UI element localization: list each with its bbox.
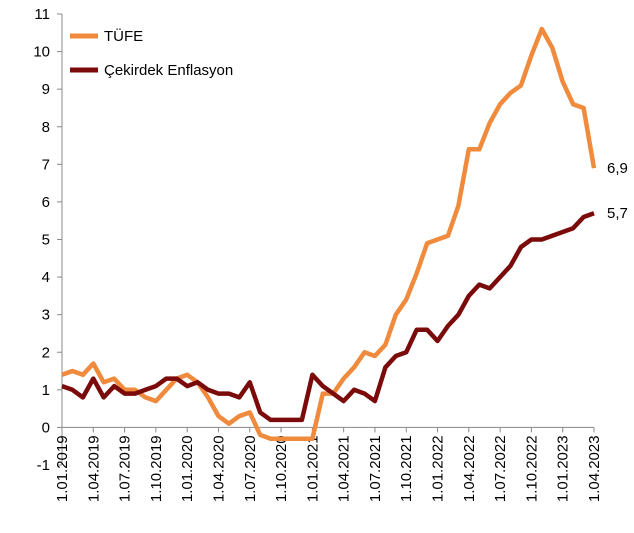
y-tick-label: 4 bbox=[42, 269, 50, 286]
x-tick-label: 1.01.2019 bbox=[54, 435, 71, 502]
x-tick-label: 1.01.2021 bbox=[304, 435, 321, 502]
y-tick-label: 9 bbox=[42, 81, 50, 98]
y-tick-label: 1 bbox=[42, 382, 50, 399]
x-tick-label: 1.10.2020 bbox=[273, 435, 290, 502]
series-line bbox=[61, 26, 597, 441]
data-label: 5,7 bbox=[607, 205, 628, 222]
x-tick-label: 1.07.2022 bbox=[492, 435, 509, 502]
y-tick-label: 3 bbox=[42, 307, 50, 324]
x-tick-label: 1.04.2023 bbox=[586, 435, 603, 502]
x-tick-label: 1.04.2019 bbox=[85, 435, 102, 502]
y-tick-label: 8 bbox=[42, 119, 50, 136]
y-tick-label: 11 bbox=[34, 6, 50, 23]
data-label: 6,9 bbox=[607, 160, 628, 177]
x-tick-label: 1.01.2022 bbox=[430, 435, 447, 502]
legend-label: Çekirdek Enflasyon bbox=[104, 62, 233, 79]
x-tick-label: 1.01.2020 bbox=[179, 435, 196, 502]
y-tick-label: 2 bbox=[42, 344, 50, 361]
x-tick-label: 1.10.2021 bbox=[398, 435, 415, 502]
x-tick-label: 1.10.2019 bbox=[148, 435, 165, 502]
legend-label: TÜFE bbox=[104, 27, 143, 45]
x-tick-label: 1.07.2019 bbox=[117, 435, 134, 502]
y-tick-label: 7 bbox=[42, 156, 50, 173]
y-tick-label: 10 bbox=[33, 44, 50, 61]
x-tick-label: 1.01.2023 bbox=[555, 435, 572, 502]
y-tick-label: 0 bbox=[42, 419, 50, 436]
x-tick-label: 1.04.2022 bbox=[461, 435, 478, 502]
x-tick-label: 1.04.2020 bbox=[210, 435, 227, 502]
y-tick-label: -1 bbox=[37, 457, 50, 474]
x-tick-label: 1.07.2020 bbox=[242, 435, 259, 502]
x-tick-label: 1.07.2021 bbox=[367, 435, 384, 502]
series-line bbox=[61, 211, 595, 423]
y-tick-label: 6 bbox=[42, 194, 50, 211]
y-tick-label: 5 bbox=[42, 232, 50, 249]
x-tick-label: 1.04.2021 bbox=[336, 435, 353, 502]
x-tick-label: 1.10.2022 bbox=[523, 435, 540, 502]
